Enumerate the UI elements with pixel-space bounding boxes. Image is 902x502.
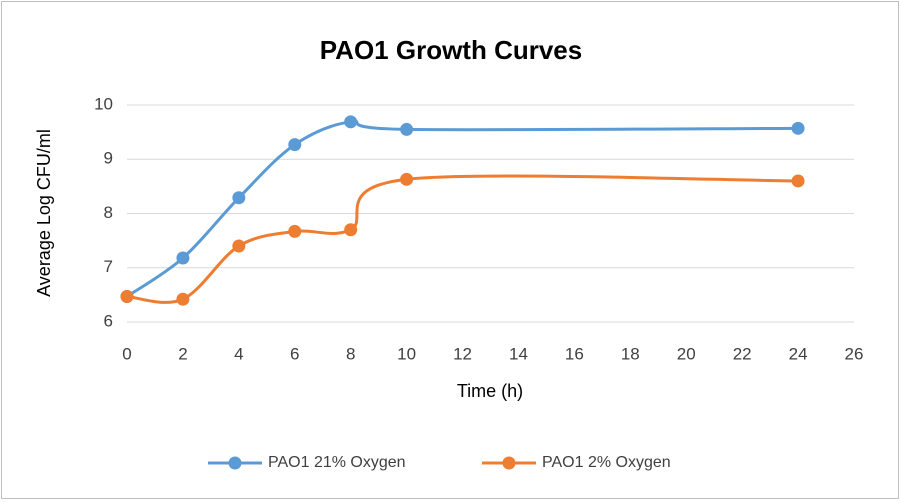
data-point (176, 292, 190, 306)
data-point (288, 224, 302, 238)
x-tick-label: 8 (346, 344, 355, 363)
data-point (232, 239, 246, 253)
x-tick-label: 6 (290, 344, 299, 363)
legend-label: PAO1 2% Oxygen (542, 454, 671, 471)
x-tick-label: 2 (178, 344, 187, 363)
data-point (791, 174, 805, 188)
chart-title: PAO1 Growth Curves (320, 35, 582, 65)
x-tick-label: 16 (565, 344, 584, 363)
x-tick-label: 22 (733, 344, 752, 363)
x-tick-label: 12 (453, 344, 472, 363)
x-tick-label: 24 (789, 344, 808, 363)
x-tick-label: 26 (845, 344, 864, 363)
data-point (400, 172, 414, 186)
data-point (288, 138, 302, 152)
data-point (344, 223, 358, 237)
data-point (120, 290, 134, 304)
x-tick-label: 14 (509, 344, 528, 363)
y-tick-label: 9 (104, 149, 113, 168)
x-tick-label: 10 (397, 344, 416, 363)
series-line (126, 119, 799, 298)
legend-marker (228, 456, 242, 470)
data-point (176, 251, 190, 265)
x-tick-label: 4 (234, 344, 243, 363)
data-point (232, 191, 246, 205)
y-tick-label: 8 (104, 203, 113, 222)
y-tick-label: 7 (104, 257, 113, 276)
y-axis-label: Average Log CFU/ml (34, 129, 54, 297)
data-point (344, 115, 358, 129)
legend-label: PAO1 21% Oxygen (268, 454, 406, 471)
x-tick-label: 20 (677, 344, 696, 363)
legend-marker (502, 456, 516, 470)
x-tick-label: 18 (621, 344, 640, 363)
y-tick-label: 10 (94, 94, 113, 113)
data-point (400, 122, 414, 136)
y-tick-label: 6 (104, 311, 113, 330)
x-axis-label: Time (h) (457, 381, 523, 401)
x-tick-label: 0 (122, 344, 131, 363)
series-line (126, 174, 799, 304)
data-point (791, 121, 805, 135)
